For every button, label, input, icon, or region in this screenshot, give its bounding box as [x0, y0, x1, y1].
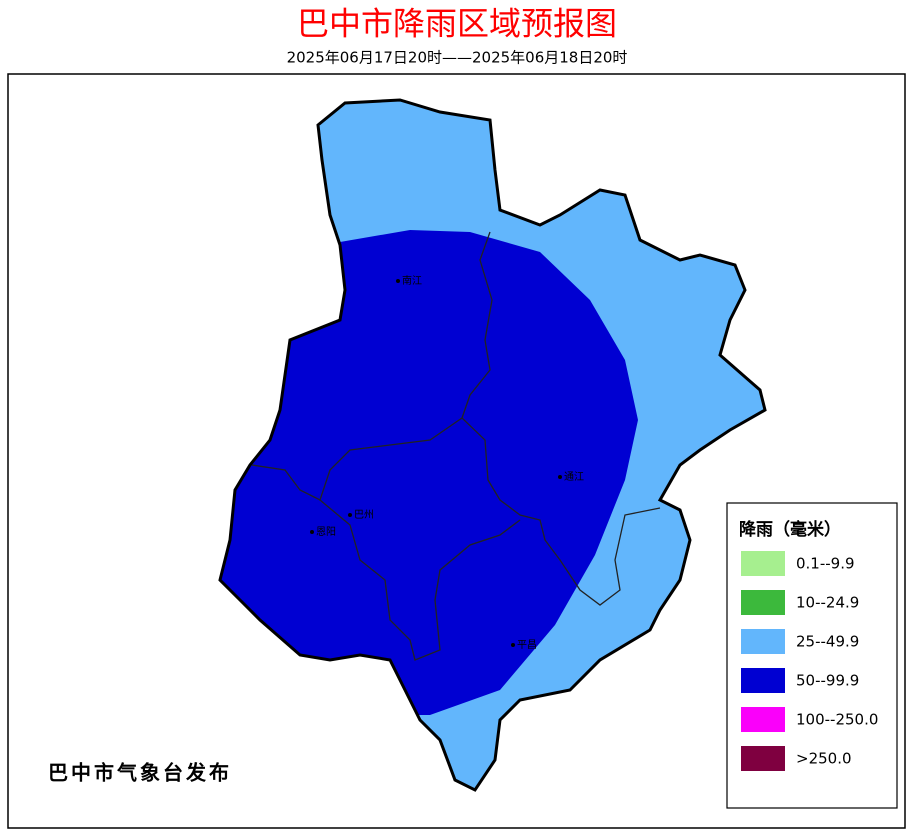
city-outline [218, 98, 767, 792]
city-dot [511, 643, 515, 647]
border [461, 231, 661, 606]
map-area [218, 98, 767, 792]
legend-swatch [741, 551, 785, 576]
rain-zone-50-99 [220, 230, 638, 715]
legend-label: 50--99.9 [796, 672, 859, 690]
publisher: 巴中市气象台发布 [48, 761, 232, 785]
legend-swatch [741, 629, 785, 654]
border [319, 499, 521, 661]
city-label: 通江 [564, 471, 584, 483]
legend-swatch [741, 668, 785, 693]
map-title: 巴中市降雨区域预报图 [297, 5, 617, 43]
legend-swatch [741, 590, 785, 615]
legend-swatch [741, 707, 785, 732]
legend-swatch [741, 746, 785, 771]
legend-label: 100--250.0 [796, 711, 878, 729]
city-dot [558, 475, 562, 479]
legend-label: >250.0 [796, 750, 852, 768]
legend-label: 0.1--9.9 [796, 555, 855, 573]
legend-label: 10--24.9 [796, 594, 859, 612]
map-subtitle: 2025年06月17日20时——2025年06月18日20时 [287, 49, 628, 67]
city-label: 巴州 [354, 509, 374, 521]
border [251, 417, 463, 501]
city-dot [348, 513, 352, 517]
legend-title: 降雨（毫米） [739, 519, 841, 540]
city-dot [310, 530, 314, 534]
legend-label: 25--49.9 [796, 633, 859, 651]
city-dot [396, 279, 400, 283]
map-frame [7, 73, 906, 829]
city-label: 南江 [402, 274, 422, 287]
city-label: 平昌 [517, 639, 537, 651]
city-label: 恩阳 [316, 526, 336, 538]
county-borders [251, 231, 661, 661]
